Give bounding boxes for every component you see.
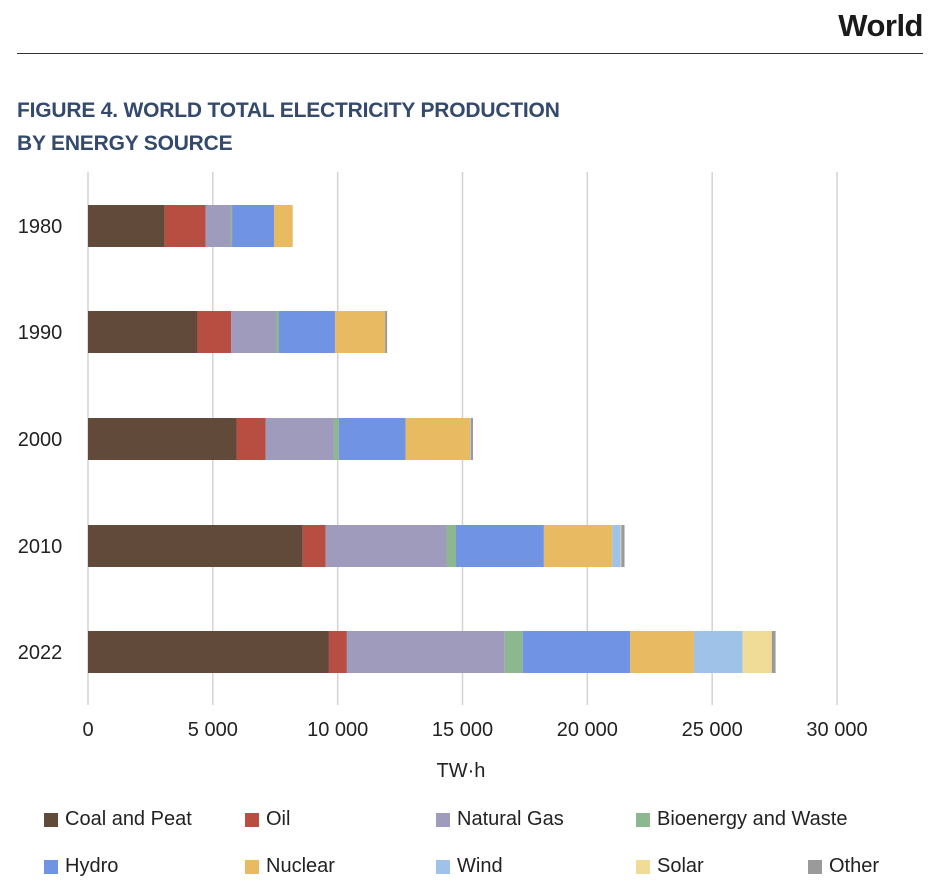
bar-segment-coal-and-peat-1990 (88, 311, 198, 353)
legend-swatch (436, 859, 450, 874)
bar-segment-nuclear-1980 (274, 205, 293, 247)
y-axis-labels: 1980 1990 2000 2010 2022 (18, 216, 63, 664)
bar-segment-solar-2022 (742, 631, 772, 673)
legend-item: Hydro (44, 855, 118, 878)
bars (88, 205, 776, 673)
legend-label: Bioenergy and Waste (657, 808, 848, 830)
bar-segment-coal-and-peat-2000 (88, 418, 237, 460)
bar-segment-oil-2000 (236, 418, 266, 460)
bar-segment-bioenergy-and-waste-2000 (333, 418, 339, 460)
legend-swatch (245, 812, 259, 827)
bar-segment-nuclear-2000 (405, 418, 471, 460)
legend-swatch (44, 812, 58, 827)
legend-item: Bioenergy and Waste (636, 808, 847, 831)
x-tick-label: 15 000 (432, 719, 493, 741)
y-category-label: 2022 (18, 642, 63, 664)
bar-segment-natural-gas-2022 (346, 631, 505, 673)
legend-swatch (436, 812, 450, 827)
legend-item: Wind (436, 855, 503, 878)
bar-segment-wind-2000 (470, 418, 471, 460)
legend-swatch (44, 859, 58, 874)
x-axis-labels: 0 5 000 10 000 15 000 20 000 25 000 30 000 (82, 719, 867, 741)
bar-segment-hydro-2022 (522, 631, 631, 673)
x-tick-label: 20 000 (557, 719, 618, 741)
legend-label: Nuclear (266, 855, 335, 877)
legend-item: Oil (245, 808, 290, 831)
bar-segment-coal-and-peat-1980 (88, 205, 165, 247)
x-tick-label: 25 000 (682, 719, 743, 741)
bar-segment-bioenergy-and-waste-2022 (504, 631, 523, 673)
legend-item: Nuclear (245, 855, 335, 878)
x-tick-label: 30 000 (806, 719, 867, 741)
bar-segment-natural-gas-2010 (325, 525, 447, 567)
x-tick-label: 5 000 (188, 719, 238, 741)
legend-label: Solar (657, 855, 704, 877)
bar-segment-hydro-2000 (338, 418, 406, 460)
bar-segment-other-2010 (621, 525, 625, 567)
y-category-label: 2000 (18, 429, 63, 451)
bar-segment-oil-2010 (302, 525, 326, 567)
bar-segment-coal-and-peat-2022 (88, 631, 329, 673)
bar-segment-wind-2010 (612, 525, 621, 567)
bar-segment-nuclear-2022 (630, 631, 694, 673)
bar-segment-hydro-1990 (278, 311, 336, 353)
x-tick-label: 10 000 (307, 719, 368, 741)
bar-segment-nuclear-2010 (543, 525, 613, 567)
bar-segment-natural-gas-2000 (265, 418, 334, 460)
y-category-label: 1990 (18, 322, 63, 344)
bar-segment-coal-and-peat-2010 (88, 525, 303, 567)
legend-item: Natural Gas (436, 808, 564, 831)
x-axis-title: TW·h (437, 760, 486, 782)
x-tick-label: 0 (82, 719, 93, 741)
figure-title-line1: FIGURE 4. WORLD TOTAL ELECTRICITY PRODUC… (17, 99, 560, 122)
legend-item: Solar (636, 855, 704, 878)
bar-segment-oil-2022 (328, 631, 347, 673)
legend-label: Other (829, 855, 880, 877)
bar-segment-other-2000 (470, 418, 473, 460)
legend-swatch (636, 812, 650, 827)
legend-label: Wind (457, 855, 503, 877)
header-divider (17, 53, 923, 54)
bar-segment-wind-2022 (693, 631, 743, 673)
bar-segment-bioenergy-and-waste-2010 (446, 525, 457, 567)
bar-segment-bioenergy-and-waste-1990 (276, 311, 279, 353)
bar-segment-solar-2010 (620, 525, 622, 567)
figure-title: FIGURE 4. WORLD TOTAL ELECTRICITY PRODUC… (17, 94, 560, 160)
legend-label: Coal and Peat (65, 808, 192, 830)
bar-segment-oil-1980 (164, 205, 206, 247)
bar-segment-oil-1990 (197, 311, 232, 353)
legend-label: Natural Gas (457, 808, 564, 830)
legend-item: Coal and Peat (44, 808, 192, 831)
bar-segment-nuclear-1990 (335, 311, 386, 353)
y-category-label: 1980 (18, 216, 63, 238)
bar-segment-other-2022 (771, 631, 776, 673)
legend-swatch (808, 859, 822, 874)
bar-segment-hydro-1980 (232, 205, 275, 247)
legend-label: Hydro (65, 855, 119, 877)
bar-segment-natural-gas-1980 (205, 205, 231, 247)
bar-segment-bioenergy-and-waste-1980 (230, 205, 233, 247)
legend-label: Oil (266, 808, 291, 830)
y-category-label: 2010 (18, 536, 63, 558)
legend-swatch (245, 859, 259, 874)
bar-segment-natural-gas-1990 (231, 311, 277, 353)
legend-swatch (636, 859, 650, 874)
figure-title-line2: BY ENERGY SOURCE (17, 132, 233, 155)
bar-segment-other-1990 (385, 311, 388, 353)
bar-segment-hydro-2010 (456, 525, 544, 567)
stacked-bar-chart: 1980 1990 2000 2010 2022 0 5 000 10 000 15 000 2… (18, 172, 868, 782)
legend-item: Other (808, 855, 879, 878)
section-title: World (838, 8, 923, 43)
